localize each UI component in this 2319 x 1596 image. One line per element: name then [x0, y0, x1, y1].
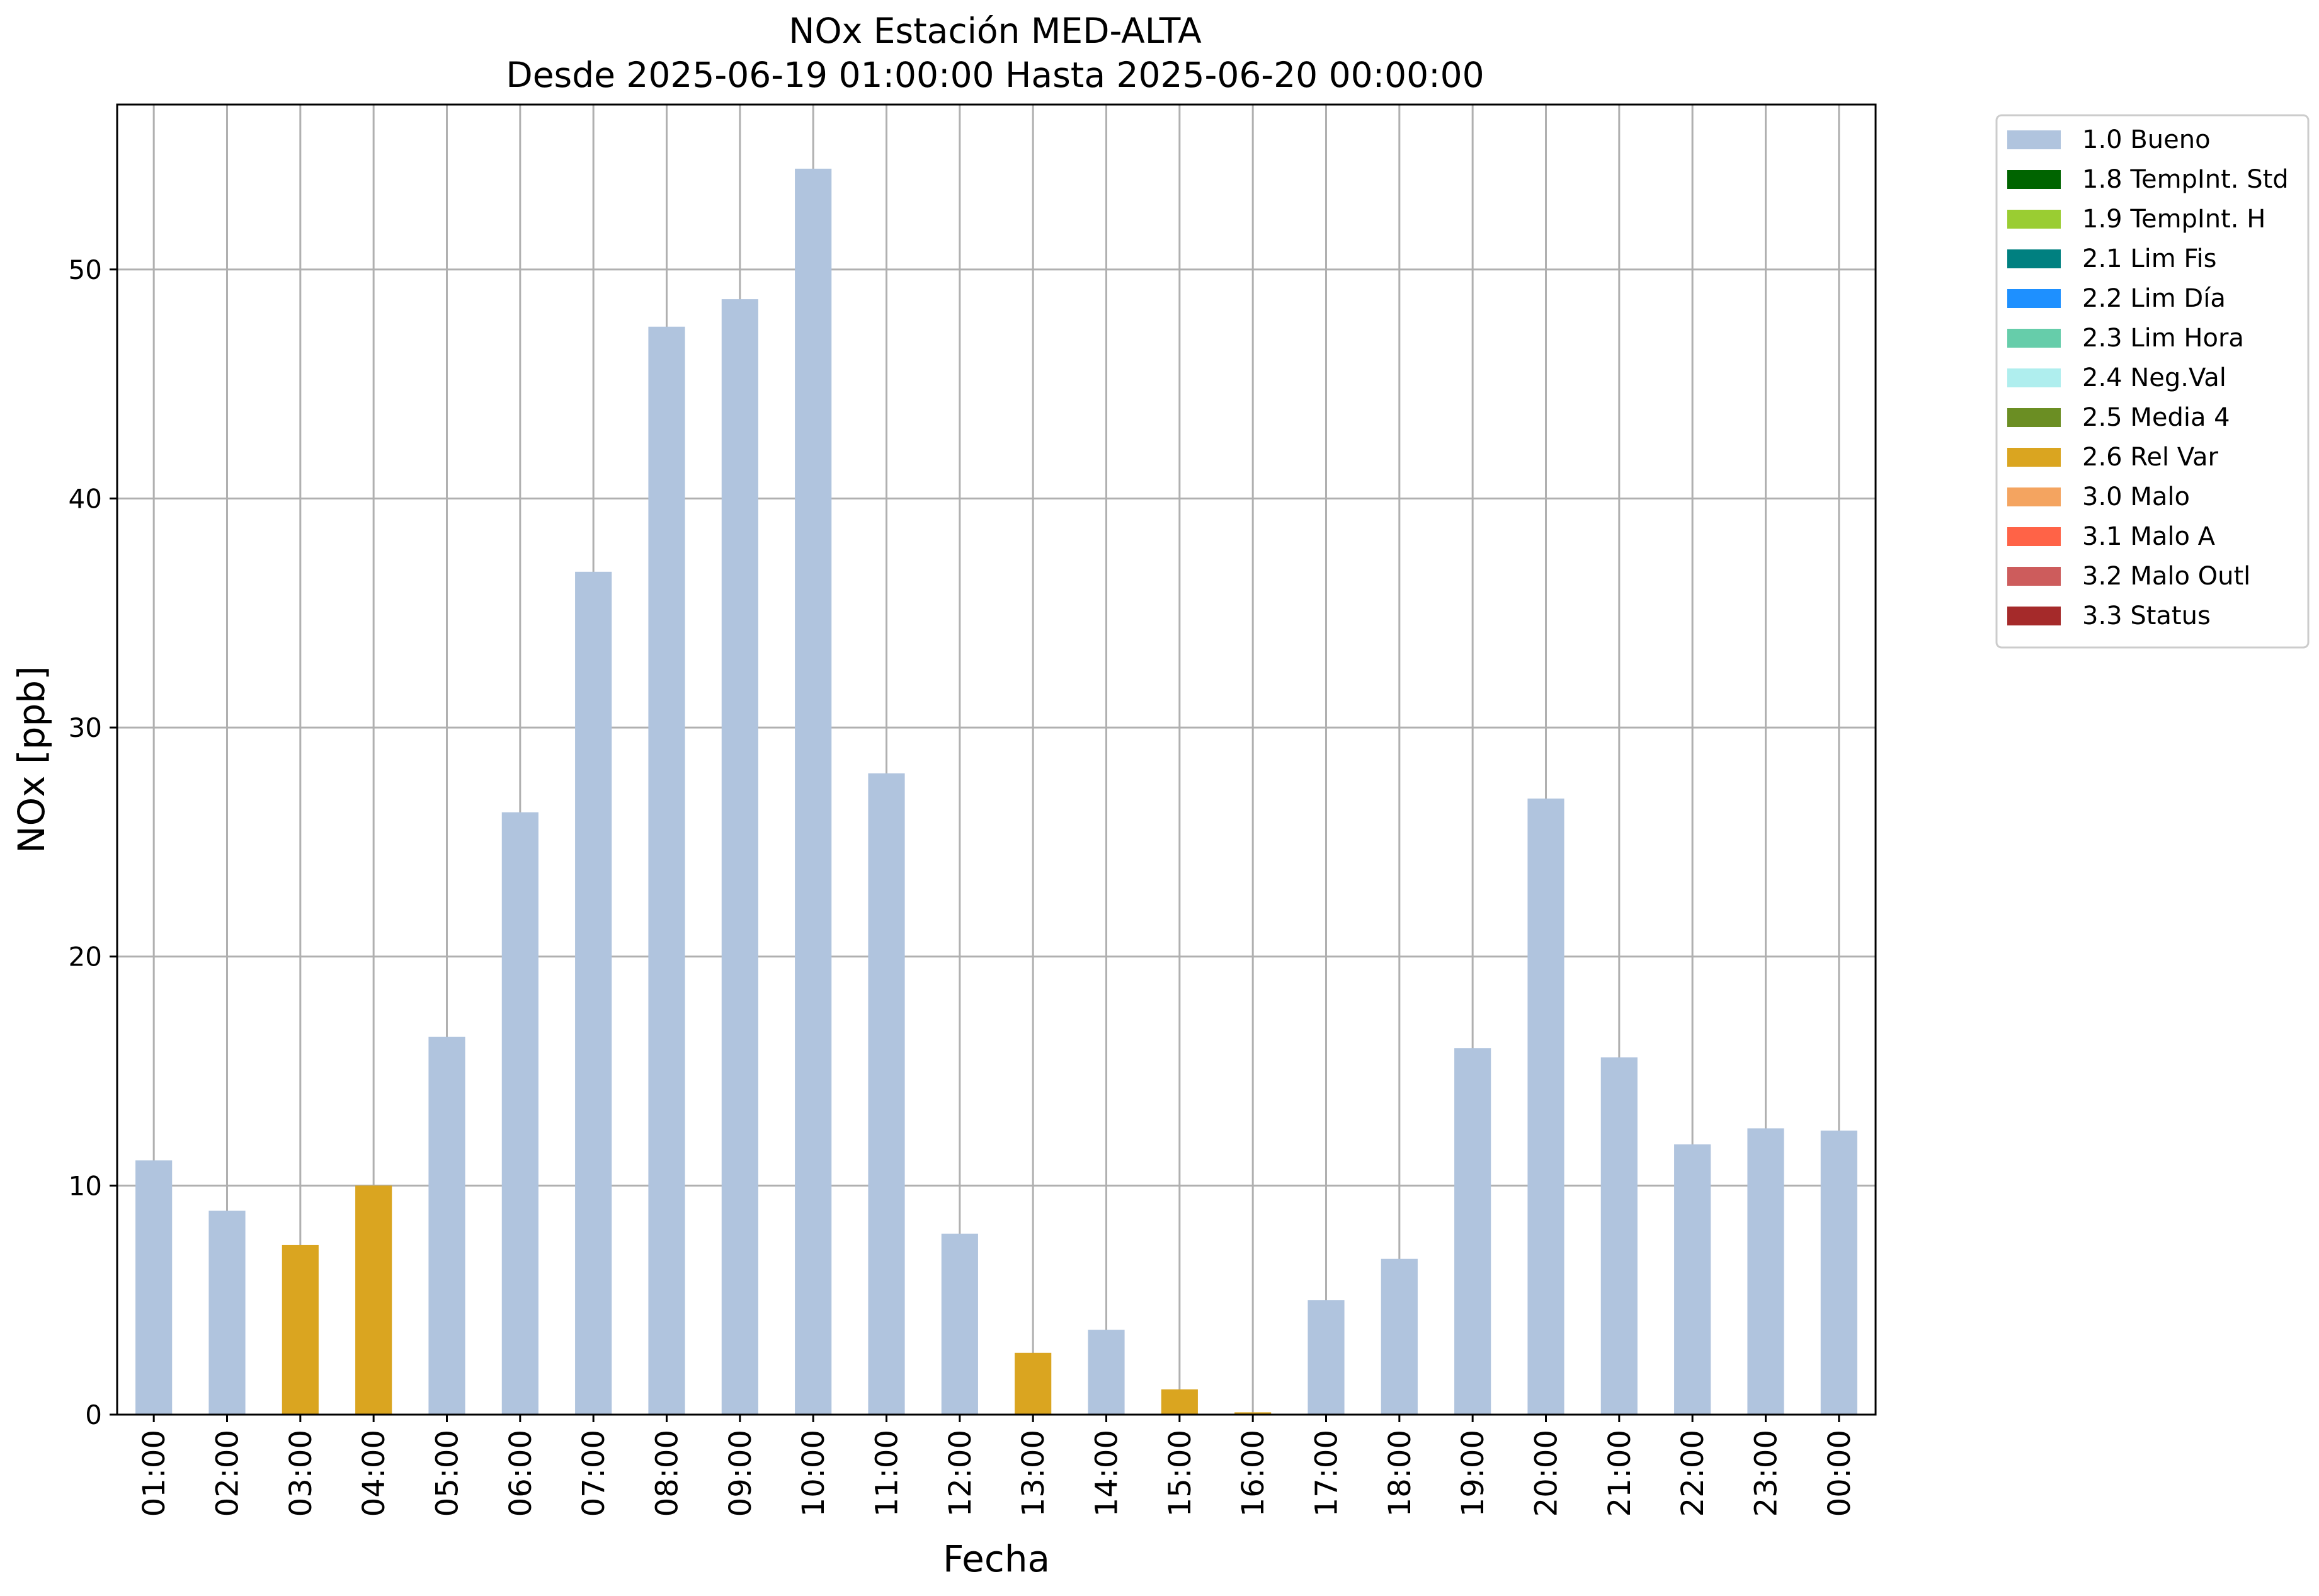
x-axis: 01:00 02:00 03:00 04:00 05:00 06:00 07:00 08:00…: [137, 1415, 1857, 1517]
legend-swatch-2.6: [2007, 448, 2061, 467]
y-tick-label: 30: [69, 712, 102, 743]
legend-label: 1.9 TempInt. H: [2082, 205, 2265, 234]
bar-07:00: [575, 571, 612, 1415]
legend-frame: [1995, 114, 2310, 649]
legend-swatch-2.1: [2007, 249, 2061, 268]
legend-label: 3.0 Malo: [2082, 482, 2190, 511]
x-tick-label: 19:00: [1456, 1430, 1491, 1517]
legend-label: 3.2 Malo Outl: [2082, 562, 2250, 591]
legend-swatch-3.2: [2007, 567, 2061, 586]
legend-swatch-2.3: [2007, 329, 2061, 348]
bar-03:00: [282, 1245, 319, 1415]
y-axis: 0 10 20 30 40 50: [69, 254, 117, 1430]
y-tick-label: 50: [69, 254, 102, 285]
x-tick-label: 15:00: [1163, 1430, 1198, 1517]
legend-swatch-3.1: [2007, 527, 2061, 546]
legend-label: 3.1 Malo A: [2082, 522, 2216, 551]
legend-label: 2.4 Neg.Val: [2082, 363, 2226, 392]
x-tick-label: 22:00: [1675, 1430, 1711, 1517]
x-tick-label: 01:00: [137, 1430, 172, 1517]
bar-15:00: [1161, 1389, 1198, 1415]
x-tick-label: 18:00: [1382, 1430, 1418, 1517]
bar-12:00: [941, 1233, 978, 1415]
legend-label: 1.8 TempInt. Std: [2082, 165, 2289, 194]
x-tick-label: 23:00: [1749, 1430, 1784, 1517]
bar-01:00: [135, 1160, 173, 1415]
legend: 1.0 Bueno 1.8 TempInt. Std 1.9 TempInt. H 2…: [1995, 114, 2310, 649]
bars: [135, 168, 1857, 1415]
x-tick-label: 08:00: [650, 1430, 685, 1517]
x-tick-label: 11:00: [870, 1430, 905, 1517]
x-tick-label: 10:00: [796, 1430, 831, 1517]
y-tick-label: 40: [69, 483, 102, 514]
x-tick-label: 00:00: [1822, 1430, 1857, 1517]
x-tick-label: 20:00: [1529, 1430, 1564, 1517]
x-tick-label: 16:00: [1236, 1430, 1271, 1517]
bar-21:00: [1600, 1057, 1638, 1415]
y-tick-label: 20: [69, 942, 102, 972]
bar-19:00: [1454, 1048, 1491, 1415]
bar-10:00: [795, 168, 832, 1415]
legend-swatch-3.3: [2007, 607, 2061, 625]
chart-subtitle: Desde 2025-06-19 01:00:00 Hasta 2025-06-…: [506, 55, 1484, 95]
x-tick-label: 02:00: [210, 1430, 246, 1517]
bar-20:00: [1527, 798, 1564, 1415]
legend-swatch-2.2: [2007, 289, 2061, 308]
x-tick-label: 06:00: [503, 1430, 538, 1517]
bar-13:00: [1015, 1352, 1052, 1415]
bar-06:00: [501, 812, 538, 1415]
legend-label: 2.5 Media 4: [2082, 403, 2230, 432]
x-tick-label: 14:00: [1090, 1430, 1125, 1517]
x-tick-label: 13:00: [1016, 1430, 1051, 1517]
x-tick-label: 17:00: [1309, 1430, 1345, 1517]
legend-swatch-2.4: [2007, 368, 2061, 387]
legend-swatch-1.8: [2007, 170, 2061, 189]
bar-16:00: [1234, 1412, 1272, 1415]
bar-14:00: [1088, 1330, 1125, 1415]
bar-11:00: [868, 773, 905, 1415]
x-tick-label: 09:00: [723, 1430, 758, 1517]
bar-02:00: [208, 1211, 246, 1415]
bar-04:00: [355, 1185, 392, 1415]
bar-08:00: [648, 326, 685, 1415]
legend-label: 3.3 Status: [2082, 601, 2211, 630]
bar-00:00: [1820, 1131, 1857, 1415]
plot-area-background: [117, 105, 1876, 1415]
x-axis-label: Fecha: [943, 1537, 1050, 1580]
legend-swatch-1.9: [2007, 210, 2061, 229]
plot-area-frame: [116, 103, 1877, 1416]
bar-17:00: [1308, 1300, 1345, 1415]
bar-05:00: [428, 1037, 465, 1415]
legend-swatch-2.5: [2007, 408, 2061, 427]
x-tick-label: 21:00: [1602, 1430, 1638, 1517]
x-tick-label: 05:00: [430, 1430, 465, 1517]
legend-label: 1.0 Bueno: [2082, 125, 2211, 154]
y-axis-label: NOx [ppb]: [10, 666, 53, 853]
legend-swatch-3.0: [2007, 487, 2061, 506]
bar-22:00: [1674, 1144, 1711, 1415]
legend-swatch-1.0: [2007, 130, 2061, 149]
legend-label: 2.2 Lim Día: [2082, 284, 2226, 313]
chart-title: NOx Estación MED-ALTA: [789, 11, 1202, 51]
y-tick-label: 10: [69, 1170, 102, 1201]
bar-09:00: [721, 299, 758, 1415]
x-tick-label: 03:00: [283, 1430, 319, 1517]
bar-18:00: [1381, 1258, 1418, 1415]
x-tick-label: 04:00: [356, 1430, 392, 1517]
bar-23:00: [1747, 1128, 1784, 1415]
x-tick-label: 07:00: [576, 1430, 612, 1517]
x-tick-label: 12:00: [943, 1430, 978, 1517]
y-tick-label: 0: [85, 1399, 102, 1430]
legend-label: 2.6 Rel Var: [2082, 443, 2219, 472]
legend-label: 2.3 Lim Hora: [2082, 324, 2244, 353]
legend-label: 2.1 Lim Fis: [2082, 244, 2216, 273]
